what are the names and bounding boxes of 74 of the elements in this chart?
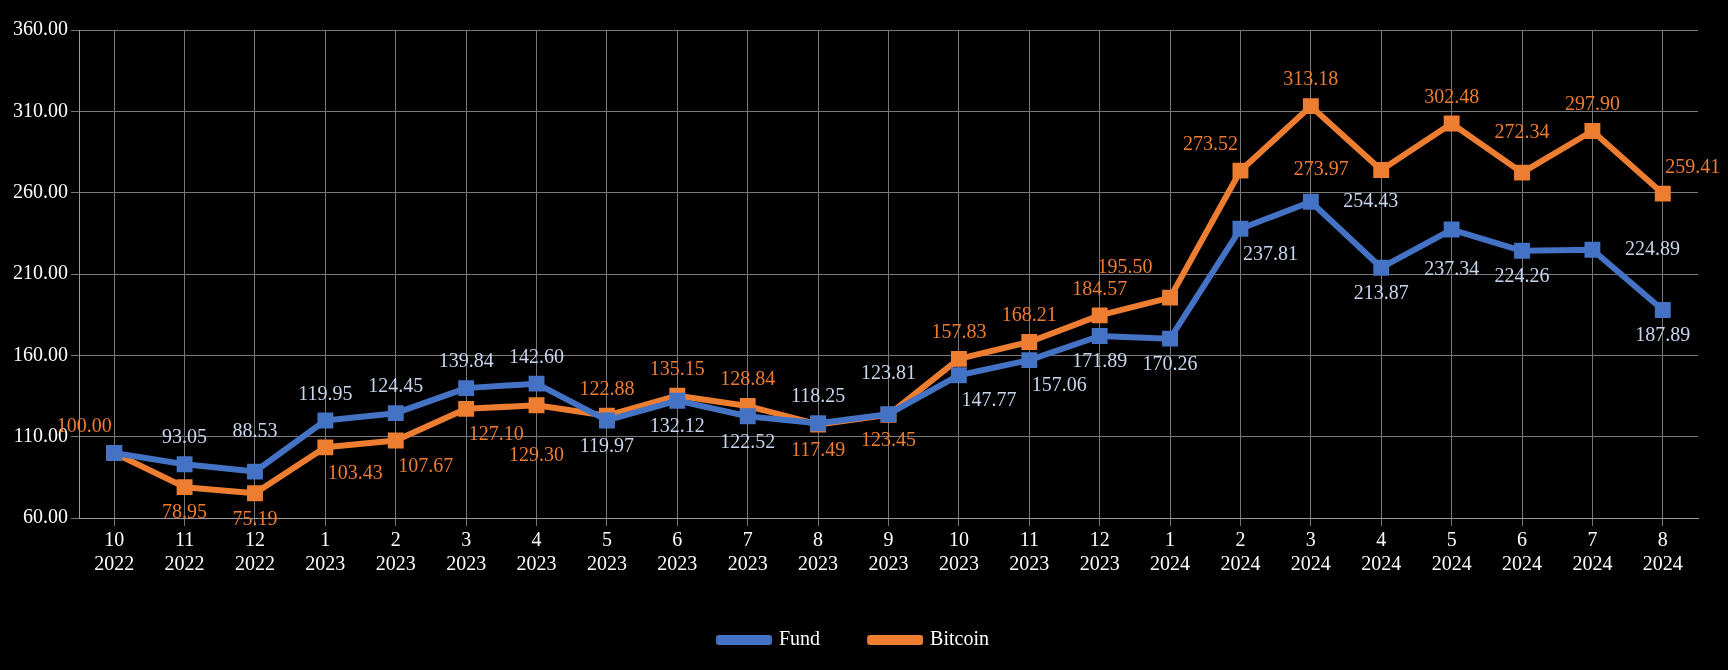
x-tick-label: 11 2022 [164,528,205,575]
x-tick-label: 10 2023 [938,528,979,575]
x-tick-label: 3 2024 [1290,528,1331,575]
data-label: 107.67 [398,453,454,476]
x-tick-label: 8 2023 [798,528,839,575]
x-tick-label: 9 2023 [868,528,909,575]
x-tick-label: 6 2023 [657,528,698,575]
data-label: 142.60 [509,344,565,367]
data-label: 168.21 [1001,303,1057,326]
x-tick-label: 5 2024 [1431,528,1472,575]
data-label: 124.45 [368,374,424,397]
data-label: 129.30 [509,442,565,465]
x-tick-label: 8 2024 [1642,528,1683,575]
data-label: 93.05 [162,425,208,448]
x-tick-label: 1 2023 [305,528,346,575]
data-label: 224.26 [1494,264,1550,287]
data-label: 123.81 [861,361,916,384]
data-label: 128.84 [720,367,776,390]
data-label: 127.10 [468,422,524,445]
data-label: 302.48 [1424,84,1480,107]
data-label: 224.89 [1624,237,1680,260]
data-label: 184.57 [1072,276,1128,299]
data-label: 117.49 [790,437,846,460]
data-label: 132.12 [649,413,705,436]
y-tick-label: 210.00 [13,261,68,284]
data-label: 119.95 [298,381,353,404]
data-label: 122.88 [579,376,635,399]
x-tick-label: 2 2023 [375,528,416,575]
y-tick-label: 260.00 [13,179,68,202]
data-label: 170.26 [1142,351,1198,374]
x-tick-label: 4 2024 [1361,528,1402,575]
data-label: 195.50 [1097,254,1153,277]
data-label: 273.52 [1182,131,1238,154]
x-tick-label: 7 2023 [727,528,768,575]
data-label: 88.53 [232,418,278,441]
data-label: 273.97 [1293,157,1349,180]
data-label: 157.06 [1031,373,1087,396]
data-label: 135.15 [649,357,705,380]
data-label: 297.90 [1564,92,1620,115]
data-label: 213.87 [1353,280,1409,303]
data-label: 119.97 [579,433,635,456]
legend-label: Bitcoin [930,627,990,650]
y-tick-label: 160.00 [13,342,68,365]
data-label: 118.25 [790,384,846,407]
data-label: 272.34 [1494,119,1550,142]
data-label: 122.52 [720,429,776,452]
data-label: 187.89 [1635,323,1691,346]
x-tick-label: 12 2022 [234,528,275,575]
data-label: 259.41 [1665,154,1721,177]
y-tick-label: 310.00 [13,98,68,121]
x-tick-label: 7 2024 [1572,528,1613,575]
legend-label: Fund [779,627,821,650]
x-tick-label: 10 2022 [94,528,135,575]
data-label: 103.43 [327,460,383,483]
x-tick-label: 2 2024 [1220,528,1261,575]
data-label: 237.34 [1424,256,1480,279]
y-tick-label: 360.00 [13,17,68,40]
data-label: 171.89 [1072,349,1128,372]
data-label: 139.84 [438,349,494,372]
x-tick-label: 4 2023 [516,528,557,575]
data-label: 254.43 [1343,188,1399,211]
data-label: 123.45 [861,428,916,451]
data-label: 313.18 [1283,67,1339,90]
x-tick-label: 1 2024 [1150,528,1191,575]
x-tick-label: 5 2023 [586,528,627,575]
data-label: 237.81 [1242,242,1298,265]
data-label: 147.77 [961,388,1017,411]
data-label: 157.83 [931,320,987,343]
x-tick-label: 6 2024 [1502,528,1543,575]
x-tick-label: 12 2023 [1079,528,1120,575]
x-tick-label: 11 2023 [1009,528,1050,575]
x-tick-label: 3 2023 [446,528,487,575]
data-label: 78.95 [162,500,208,523]
y-tick-label: 60.00 [23,505,68,528]
